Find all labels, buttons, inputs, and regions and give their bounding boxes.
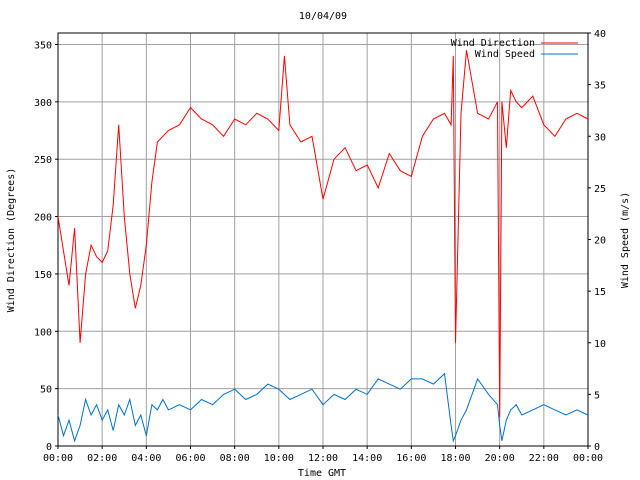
legend-label-wind-speed: Wind Speed <box>475 49 535 60</box>
series-layer <box>57 50 589 443</box>
x-tick-label: 18:00 <box>440 453 470 464</box>
x-tick-label: 08:00 <box>220 453 250 464</box>
y-tick-label: 350 <box>34 40 52 51</box>
x-tick-label: 00:00 <box>573 453 603 464</box>
chart-title: 10/04/09 <box>299 11 347 22</box>
axis-ticks: 00:00 02:00 04:00 06:00 08:00 10:00 12:00 14:00… <box>34 29 606 464</box>
x-tick-label: 04:00 <box>131 453 161 464</box>
y2-tick-label: 5 <box>594 390 600 401</box>
y-tick-label: 150 <box>34 270 52 281</box>
y-tick-label: 250 <box>34 155 52 166</box>
x-tick-label: 06:00 <box>175 453 205 464</box>
y2-axis-label: Wind Speed (m/s) <box>620 192 631 288</box>
y-tick-label: 300 <box>34 98 52 109</box>
x-tick-label: 10:00 <box>264 453 294 464</box>
y2-tick-label: 20 <box>594 236 606 247</box>
y-tick-label: 50 <box>40 385 52 396</box>
y-tick-label: 100 <box>34 327 52 338</box>
y2-tick-label: 40 <box>594 29 606 40</box>
y2-tick-label: 0 <box>594 442 600 453</box>
legend-label-wind-direction: Wind Direction <box>451 38 535 49</box>
x-tick-label: 22:00 <box>529 453 559 464</box>
x-axis-label: Time GMT <box>298 468 346 479</box>
y2-tick-label: 30 <box>594 132 606 143</box>
y2-tick-label: 15 <box>594 287 606 298</box>
series-line-wind-speed <box>57 372 589 443</box>
x-tick-label: 00:00 <box>43 453 73 464</box>
x-tick-label: 16:00 <box>396 453 426 464</box>
y-tick-label: 0 <box>46 442 52 453</box>
x-tick-label: 02:00 <box>87 453 117 464</box>
x-tick-label: 20:00 <box>485 453 515 464</box>
y-axis-label: Wind Direction (Degrees) <box>6 168 17 313</box>
x-tick-label: 12:00 <box>308 453 338 464</box>
x-tick-label: 14:00 <box>352 453 382 464</box>
y2-tick-label: 35 <box>594 81 606 92</box>
legend: Wind Direction Wind Speed <box>451 38 578 60</box>
y2-tick-label: 25 <box>594 184 606 195</box>
y2-tick-label: 10 <box>594 339 606 350</box>
series-line-wind-direction <box>57 50 589 418</box>
y-tick-label: 200 <box>34 213 52 224</box>
